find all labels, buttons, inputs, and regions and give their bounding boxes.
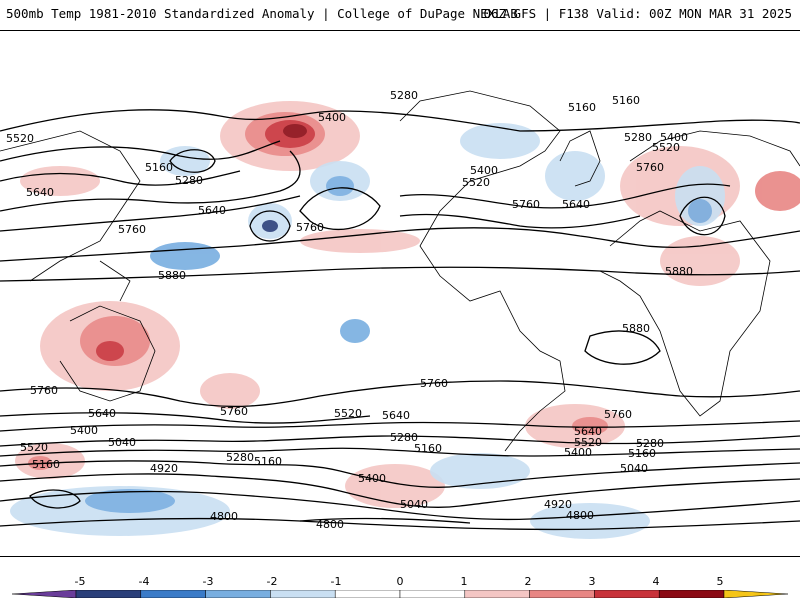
colorbar-tick: 1 — [460, 575, 468, 588]
contour-label: 5280 — [390, 89, 418, 102]
contour-label: 5640 — [198, 204, 226, 217]
map-title: 500mb Temp 1981-2010 Standardized Anomal… — [6, 6, 518, 21]
colorbar-segment — [12, 590, 77, 598]
contour-label: 5280 — [390, 431, 418, 444]
contour-label: 5640 — [574, 425, 602, 438]
contour-label: 5760 — [512, 198, 540, 211]
contour-label: 5280 — [636, 437, 664, 450]
contour-label: 4800 — [566, 509, 594, 522]
contour-label: 5160 — [612, 94, 640, 107]
contour-label: 5160 — [254, 455, 282, 468]
contour-label: 5280 — [175, 174, 203, 187]
contour-label: 5760 — [420, 377, 448, 390]
contour-label: 5160 — [145, 161, 173, 174]
contour-label: 5160 — [414, 442, 442, 455]
contour-label: 4800 — [316, 518, 344, 531]
contour-label: 4800 — [210, 510, 238, 523]
contour-label: 5760 — [30, 384, 58, 397]
contour-label: 5640 — [382, 409, 410, 422]
coastlines — [0, 90, 800, 452]
contour-label: 5880 — [622, 322, 650, 335]
contour-label: 5160 — [568, 101, 596, 114]
contour-label: 5760 — [220, 405, 248, 418]
contour-label: 5520 — [462, 176, 490, 189]
colorbar-segment — [140, 590, 206, 598]
colorbar-tick: 2 — [524, 575, 532, 588]
contour-label: 5880 — [665, 265, 693, 278]
colorbar-segment — [594, 590, 660, 598]
colorbar-tick: 3 — [588, 575, 596, 588]
warm-anomaly-shading — [15, 101, 800, 508]
colorbar-tick: 4 — [652, 575, 660, 588]
contour-label: 4920 — [544, 498, 572, 511]
contour-label: 5400 — [70, 424, 98, 437]
contour-label: 5520 — [652, 141, 680, 154]
contour-label: 5280 — [226, 451, 254, 464]
contour-label: 5400 — [470, 164, 498, 177]
contour-labels: 5520 5160 5280 5640 5760 5880 5400 5640 … — [6, 89, 693, 531]
height-contours — [0, 109, 800, 531]
colorbar-segment — [270, 590, 336, 598]
contour-label: 5760 — [118, 223, 146, 236]
contour-label: 5040 — [108, 436, 136, 449]
colorbar-segment — [658, 590, 725, 598]
contour-label: 5640 — [88, 407, 116, 420]
contour-label: 5400 — [318, 111, 346, 124]
contour-label: 4920 — [150, 462, 178, 475]
contour-label: 5520 — [20, 441, 48, 454]
contour-label: 5760 — [296, 221, 324, 234]
colorbar-tick: -4 — [138, 575, 150, 588]
contour-label: 5280 — [624, 131, 652, 144]
colorbar-segment — [529, 590, 595, 598]
contour-label: 5760 — [604, 408, 632, 421]
contour-label: 5520 — [6, 132, 34, 145]
contour-label: 5040 — [620, 462, 648, 475]
colorbar-tick: -5 — [74, 575, 86, 588]
colorbar-segment — [334, 590, 401, 598]
colorbar-segment — [205, 590, 271, 598]
contour-label: 5400 — [660, 131, 688, 144]
colorbar-tick: -3 — [202, 575, 214, 588]
colorbar-segment — [464, 590, 530, 598]
contour-label: 5160 — [32, 458, 60, 471]
contour-label: 5640 — [26, 186, 54, 199]
anomaly-map: 5520 5160 5280 5640 5760 5880 5400 5640 … — [0, 30, 800, 557]
contour-label: 5160 — [628, 447, 656, 460]
colorbar — [12, 590, 788, 598]
contour-label: 5400 — [358, 472, 386, 485]
colorbar-tick: 0 — [396, 575, 404, 588]
contour-label: 5520 — [574, 436, 602, 449]
contour-label: 5040 — [400, 498, 428, 511]
colorbar-tick: -1 — [330, 575, 342, 588]
contour-label: 5640 — [562, 198, 590, 211]
colorbar-segment — [723, 590, 788, 598]
contour-label: 5400 — [564, 446, 592, 459]
model-run-info: 06Z GFS | F138 Valid: 00Z MON MAR 31 202… — [483, 6, 792, 21]
contour-label: 5520 — [334, 407, 362, 420]
colorbar-segment — [75, 590, 142, 598]
colorbar-segment — [399, 590, 466, 598]
contour-label: 5760 — [636, 161, 664, 174]
colorbar-tick: 5 — [716, 575, 724, 588]
colorbar-tick: -2 — [266, 575, 278, 588]
contour-label: 5880 — [158, 269, 186, 282]
